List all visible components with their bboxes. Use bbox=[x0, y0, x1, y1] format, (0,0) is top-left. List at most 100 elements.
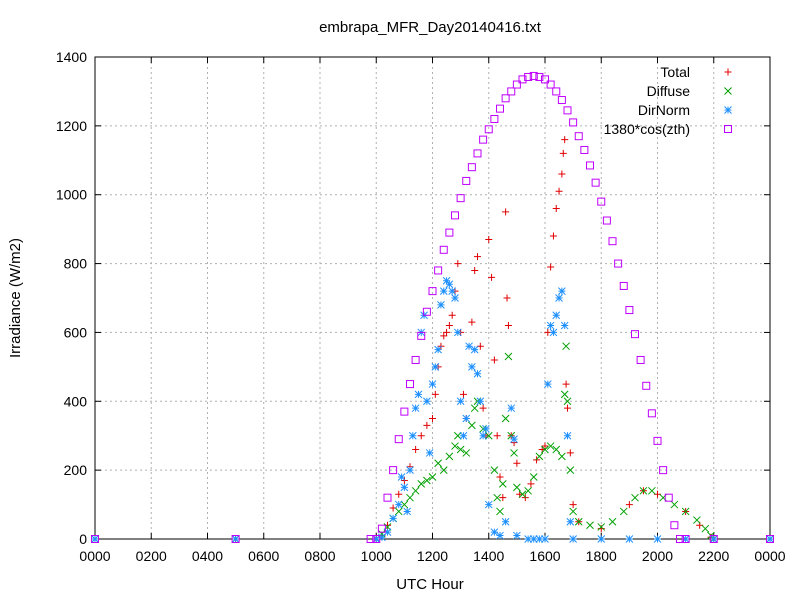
data-point bbox=[445, 280, 454, 289]
legend-label: DirNorm bbox=[638, 102, 690, 118]
data-point bbox=[431, 363, 440, 371]
data-point bbox=[411, 404, 420, 413]
series-square bbox=[91, 71, 774, 543]
data-point bbox=[428, 287, 437, 296]
data-point bbox=[395, 490, 403, 498]
data-point bbox=[647, 409, 656, 418]
legend: Total Diffuse DirNorm 1380*cos(zth) bbox=[604, 64, 732, 137]
data-point bbox=[406, 493, 414, 502]
data-point bbox=[681, 535, 690, 543]
data-point bbox=[485, 235, 493, 243]
data-point bbox=[560, 390, 569, 399]
data-point bbox=[397, 473, 406, 481]
y-tick-label: 1400 bbox=[56, 49, 87, 65]
legend-marker bbox=[724, 106, 732, 114]
data-point bbox=[535, 72, 544, 81]
data-point bbox=[493, 432, 501, 440]
data-point bbox=[462, 414, 471, 423]
data-marks bbox=[91, 71, 774, 543]
data-point bbox=[653, 535, 662, 543]
data-point bbox=[484, 125, 493, 134]
data-point bbox=[498, 480, 507, 488]
x-tick-label: 0000 bbox=[79, 548, 110, 564]
data-point bbox=[366, 535, 375, 543]
data-point bbox=[670, 521, 679, 530]
data-point bbox=[422, 307, 431, 316]
data-point bbox=[445, 322, 453, 330]
data-point bbox=[608, 517, 617, 526]
data-point bbox=[493, 493, 502, 502]
data-point bbox=[439, 287, 448, 295]
data-point bbox=[541, 445, 549, 454]
data-point bbox=[439, 245, 448, 254]
data-point bbox=[670, 500, 679, 509]
data-point bbox=[429, 415, 436, 422]
data-point bbox=[383, 493, 392, 502]
data-point bbox=[504, 352, 513, 361]
data-point bbox=[766, 535, 774, 543]
data-point bbox=[574, 132, 583, 141]
data-point bbox=[451, 294, 459, 302]
data-point bbox=[231, 535, 240, 543]
data-point bbox=[547, 263, 555, 271]
data-point bbox=[434, 266, 443, 275]
data-point bbox=[501, 517, 510, 526]
x-tick-label: 1000 bbox=[361, 548, 392, 564]
data-point bbox=[591, 178, 600, 187]
data-point bbox=[566, 449, 574, 457]
data-point bbox=[501, 414, 510, 423]
x-tick-label: 1600 bbox=[529, 548, 560, 564]
legend-label: Total bbox=[660, 64, 690, 80]
x-tick-label: 0200 bbox=[136, 548, 167, 564]
legend-marker bbox=[724, 87, 732, 95]
data-point bbox=[400, 500, 409, 509]
y-tick-label: 0 bbox=[79, 531, 87, 547]
data-point bbox=[529, 71, 538, 80]
data-point bbox=[453, 328, 462, 337]
data-point bbox=[529, 473, 538, 481]
data-point bbox=[631, 330, 639, 339]
data-point bbox=[445, 228, 454, 237]
data-point bbox=[562, 342, 570, 351]
data-point bbox=[417, 331, 426, 340]
data-point bbox=[91, 535, 99, 543]
data-point bbox=[580, 145, 589, 154]
data-point bbox=[490, 356, 498, 364]
data-point bbox=[558, 287, 566, 295]
data-point bbox=[496, 531, 504, 540]
data-point bbox=[659, 466, 668, 475]
data-point bbox=[602, 216, 611, 225]
data-point bbox=[439, 466, 448, 474]
data-point bbox=[423, 421, 431, 429]
data-point bbox=[625, 306, 634, 315]
y-axis-label: Irradiance (W/m2) bbox=[7, 238, 24, 358]
data-point bbox=[445, 452, 454, 461]
y-tick-label: 200 bbox=[64, 462, 88, 478]
data-point bbox=[557, 96, 566, 105]
data-point bbox=[569, 501, 577, 509]
data-point bbox=[470, 404, 479, 413]
data-point bbox=[372, 535, 381, 543]
data-point bbox=[473, 149, 482, 158]
data-point bbox=[465, 342, 473, 351]
grid bbox=[95, 57, 770, 539]
data-point bbox=[614, 259, 623, 268]
data-point bbox=[625, 501, 633, 509]
data-point bbox=[653, 436, 662, 445]
x-tick-label: 2000 bbox=[642, 548, 673, 564]
y-tick-label: 400 bbox=[64, 393, 88, 409]
data-point bbox=[488, 273, 496, 281]
data-point bbox=[636, 355, 645, 364]
data-point bbox=[502, 208, 510, 216]
data-point bbox=[453, 431, 462, 440]
x-tick-label: 1200 bbox=[417, 548, 448, 564]
data-point bbox=[468, 363, 476, 371]
data-point bbox=[448, 287, 457, 295]
data-point bbox=[484, 431, 493, 440]
y-tick-label: 1000 bbox=[56, 187, 87, 203]
data-point bbox=[417, 480, 426, 488]
data-point bbox=[484, 500, 493, 509]
data-point bbox=[394, 500, 403, 509]
data-point bbox=[639, 486, 648, 495]
